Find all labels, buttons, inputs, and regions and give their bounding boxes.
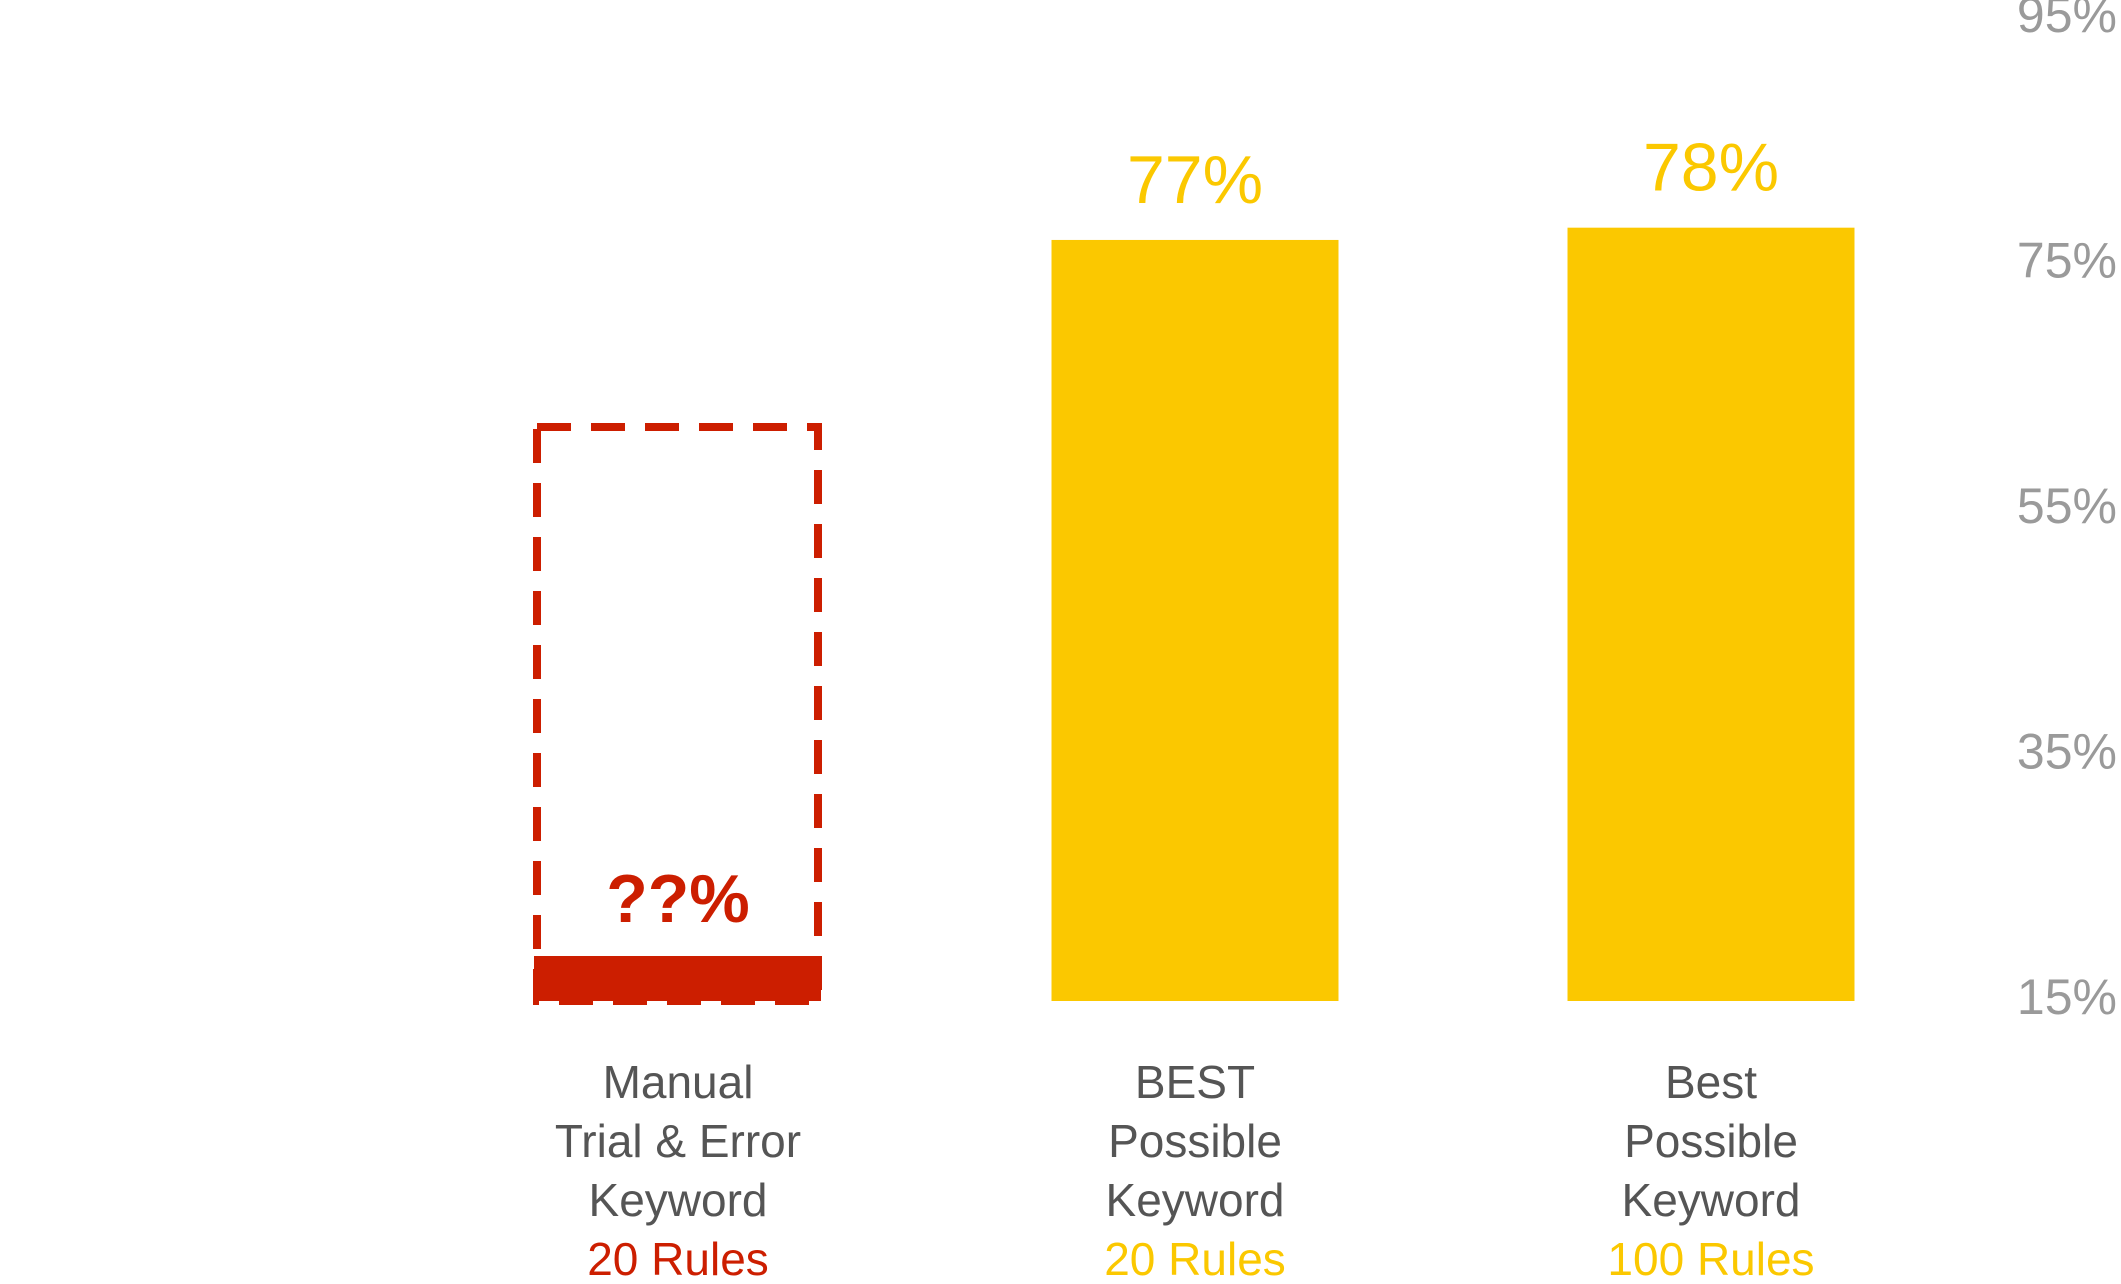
category-label: Best xyxy=(1665,1056,1757,1108)
y-tick-label: 35% xyxy=(2017,724,2117,780)
rules-label: 20 Rules xyxy=(587,1233,769,1284)
category-label: Keyword xyxy=(1622,1174,1801,1226)
y-tick-label: 55% xyxy=(2017,478,2117,534)
category-label: Possible xyxy=(1108,1115,1282,1167)
category-label: Manual xyxy=(603,1056,754,1108)
category-label: Trial & Error xyxy=(555,1115,801,1167)
y-tick-label: 15% xyxy=(2017,969,2117,1025)
category-label: Possible xyxy=(1624,1115,1798,1167)
value-label: 78% xyxy=(1643,130,1779,206)
bar xyxy=(1567,227,1855,1002)
rules-label: 100 Rules xyxy=(1607,1233,1814,1284)
value-label: ??% xyxy=(606,861,750,937)
category-label: Keyword xyxy=(1106,1174,1285,1226)
category-label: BEST xyxy=(1135,1056,1255,1108)
value-label: 77% xyxy=(1127,142,1263,218)
rules-label: 20 Rules xyxy=(1104,1233,1286,1284)
y-tick-label: 75% xyxy=(2017,233,2117,289)
category-label: Keyword xyxy=(589,1174,768,1226)
bar xyxy=(1051,239,1339,1001)
placeholder-base xyxy=(534,956,821,1001)
y-tick-label: 95% xyxy=(2017,0,2117,43)
